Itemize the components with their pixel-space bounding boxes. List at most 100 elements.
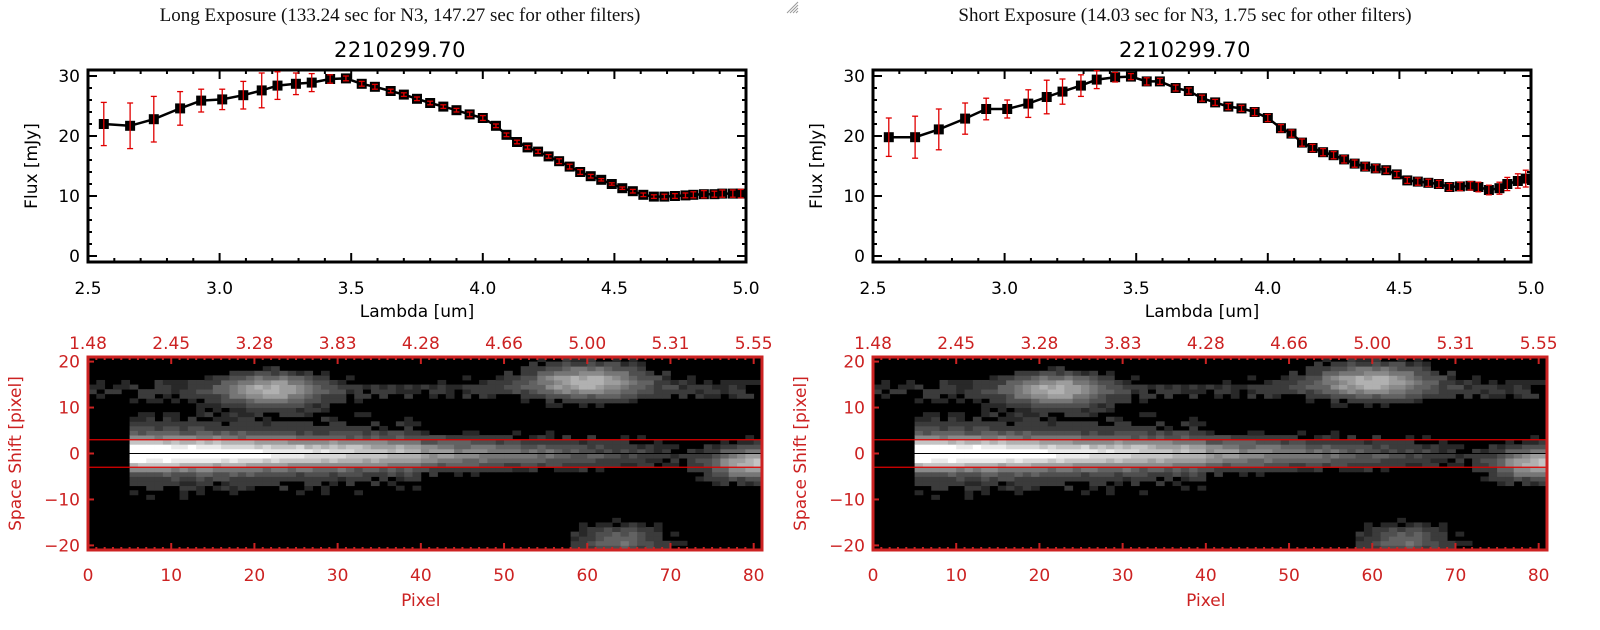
image-pixel [362, 439, 372, 445]
image-pixel [287, 448, 297, 454]
image-pixel [212, 467, 222, 473]
y-tick-label: 30 [58, 67, 80, 87]
image-pixel [1430, 536, 1440, 542]
image-pixel [1347, 458, 1357, 464]
image-pixel [495, 435, 505, 441]
image-pixel [1081, 430, 1090, 436]
image-pixel [146, 416, 155, 422]
image-pixel [1180, 462, 1190, 468]
image-pixel [512, 384, 522, 390]
image-pixel [370, 384, 380, 390]
image-pixel [1380, 375, 1390, 381]
image-pixel [1289, 384, 1298, 390]
x-tick-label: 50 [493, 566, 515, 586]
image-pixel [1172, 467, 1182, 473]
image-pixel [737, 471, 746, 477]
image-pixel [637, 522, 646, 528]
image-pixel [304, 476, 314, 482]
image-pixel [989, 393, 999, 399]
image-pixel [196, 407, 205, 413]
image-pixel [678, 389, 688, 395]
image-pixel [612, 444, 621, 450]
image-pixel [212, 402, 222, 408]
x-tick-label: 50 [1278, 566, 1300, 586]
image-pixel [595, 366, 605, 372]
image-pixel [1197, 439, 1207, 445]
image-pixel [279, 398, 289, 404]
image-pixel [972, 393, 982, 399]
image-pixel [620, 462, 630, 468]
image-pixel [1497, 448, 1506, 454]
image-pixel [1222, 389, 1232, 395]
image-pixel [1064, 389, 1074, 395]
image-pixel [620, 375, 630, 381]
image-pixel [1039, 439, 1049, 445]
image-pixel [662, 462, 671, 468]
image-pixel [254, 458, 264, 464]
image-pixel [495, 444, 505, 450]
image-pixel [603, 458, 613, 464]
image-pixel [329, 389, 339, 395]
image-pixel [1147, 453, 1157, 459]
image-pixel [246, 448, 255, 454]
image-pixel [645, 384, 655, 390]
top-wavelength-tick-label: 5.00 [1353, 334, 1391, 354]
image-pixel [1097, 430, 1107, 436]
image-pixel [1505, 444, 1515, 450]
image-pixel [737, 453, 746, 459]
image-pixel [1180, 444, 1190, 450]
resize-grip-icon[interactable] [785, 0, 799, 14]
image-pixel [171, 471, 180, 477]
image-pixel [395, 430, 405, 436]
image-pixel [545, 384, 555, 390]
image-pixel [1522, 439, 1531, 445]
image-pixel [562, 458, 572, 464]
image-pixel [504, 467, 513, 473]
image-pixel [964, 389, 974, 395]
image-pixel [1322, 389, 1332, 395]
image-pixel [1355, 531, 1365, 537]
image-pixel [296, 453, 305, 459]
image-pixel [1039, 412, 1049, 418]
image-pixel [1164, 467, 1173, 473]
image-pixel [712, 481, 721, 487]
image-pixel [1397, 375, 1406, 381]
image-pixel [1314, 462, 1323, 468]
image-pixel [187, 425, 197, 431]
image-pixel [578, 448, 588, 454]
image-pixel [529, 439, 538, 445]
image-pixel [221, 481, 230, 487]
image-pixel [1047, 375, 1057, 381]
image-pixel [512, 462, 522, 468]
image-pixel [1530, 393, 1540, 399]
image-pixel [404, 462, 413, 468]
image-pixel [279, 407, 289, 413]
image-pixel [412, 471, 422, 477]
image-pixel [271, 481, 280, 487]
image-pixel [1239, 467, 1248, 473]
image-pixel [645, 536, 655, 542]
image-pixel [720, 379, 730, 385]
image-pixel [420, 467, 430, 473]
image-pixel [221, 439, 230, 445]
image-pixel [1006, 393, 1015, 399]
image-pixel [1438, 375, 1448, 381]
image-pixel [1355, 444, 1365, 450]
image-pixel [187, 481, 197, 487]
image-pixel [229, 370, 239, 376]
image-pixel [1289, 370, 1298, 376]
image-pixel [287, 435, 297, 441]
image-pixel [146, 430, 155, 436]
image-pixel [1114, 481, 1124, 487]
image-pixel [1147, 435, 1157, 441]
image-pixel [1388, 453, 1398, 459]
image-pixel [1430, 448, 1440, 454]
image-pixel [229, 476, 239, 482]
image-pixel [379, 444, 388, 450]
image-pixel [262, 476, 272, 482]
image-pixel [553, 448, 563, 454]
x-tick-label: 5.0 [1517, 279, 1544, 299]
image-pixel [1047, 425, 1057, 431]
image-pixel [1272, 384, 1282, 390]
image-pixel [553, 379, 563, 385]
